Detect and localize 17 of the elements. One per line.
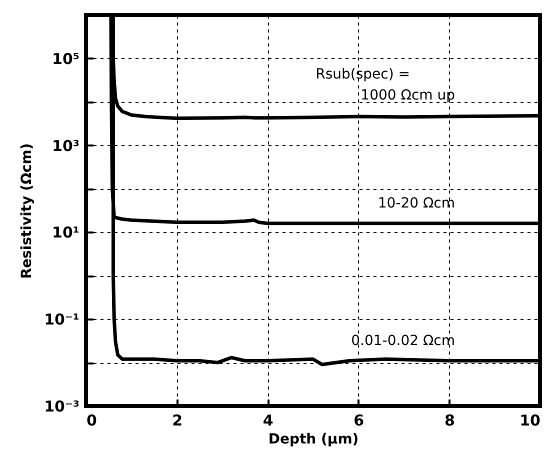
x-tick-label: 10 <box>520 412 540 430</box>
x-tick-label: 0 <box>86 412 97 430</box>
y-tick-label: 10⁵ <box>52 50 80 68</box>
x-tick-label: 8 <box>444 412 455 430</box>
x-tick-label: 2 <box>172 412 183 430</box>
series-label: 0.01-0.02 Ωcm <box>351 332 455 349</box>
x-tick-label: 6 <box>354 412 364 430</box>
y-tick-label: 10³ <box>52 136 80 155</box>
annotation: Rsub(spec) = <box>316 66 410 83</box>
x-axis-title: Depth (µm) <box>268 432 359 448</box>
y-tick-label: 10¹ <box>52 224 80 242</box>
series-label: 1000 Ωcm up <box>360 88 456 104</box>
y-tick-label: 10⁻¹ <box>44 310 80 329</box>
y-tick-label: 10⁻³ <box>44 398 80 416</box>
y-axis-title: Resistivity (Ωcm) <box>19 143 36 279</box>
x-tick-label: 4 <box>262 412 274 430</box>
series-label: 10-20 Ωcm <box>378 195 455 212</box>
